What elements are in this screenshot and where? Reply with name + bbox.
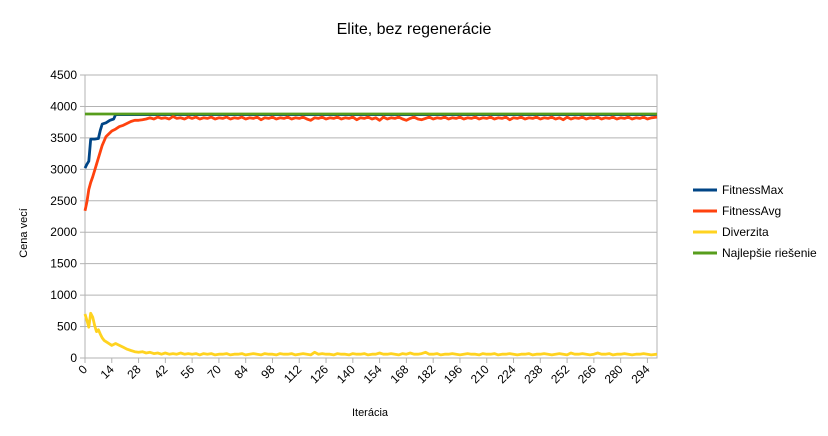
x-tick-label: 140 [334, 362, 358, 386]
series-line-fitnessavg [83, 115, 658, 212]
x-tick-label: 252 [548, 362, 572, 386]
series-line-diverzita [83, 311, 658, 357]
x-tick-label: 238 [521, 362, 545, 386]
y-axis-label: Cena vecí [18, 208, 30, 258]
x-tick-label: 280 [602, 362, 626, 386]
y-tick-label: 3500 [50, 131, 77, 145]
x-tick-label: 168 [387, 362, 411, 386]
x-tick-label: 224 [495, 362, 519, 386]
legend-label: Diverzita [722, 225, 769, 239]
y-tick-label: 2500 [50, 194, 77, 208]
series-group [83, 112, 658, 357]
x-tick-label: 98 [258, 362, 278, 382]
x-tick-label: 28 [124, 362, 144, 382]
chart-title: Elite, bez regenerácie [337, 21, 492, 38]
legend-label: Najlepšie riešenie [722, 246, 817, 260]
y-axis: 0 500 1000 1500 2000 2500 3000 3500 4000 4500 [50, 68, 85, 365]
legend-label: FitnessMax [722, 183, 783, 197]
y-tick-label: 2000 [50, 225, 77, 239]
x-tick-label: 84 [231, 362, 251, 382]
y-tick-label: 4500 [50, 68, 77, 82]
y-tick-label: 0 [70, 351, 77, 365]
x-tick-label: 70 [205, 362, 225, 382]
y-tick-label: 1000 [50, 288, 77, 302]
x-tick-label: 0 [75, 362, 90, 377]
x-axis-label: Iterácia [352, 407, 389, 419]
x-tick-label: 154 [361, 362, 385, 386]
x-tick-label: 56 [178, 362, 198, 382]
x-tick-label: 196 [441, 362, 465, 386]
x-tick-label: 182 [414, 362, 438, 386]
legend-label: FitnessAvg [722, 204, 781, 218]
x-tick-label: 42 [151, 362, 171, 382]
y-tick-label: 3000 [50, 162, 77, 176]
x-tick-label: 210 [468, 362, 492, 386]
y-tick-label: 4000 [50, 99, 77, 113]
x-tick-label: 112 [281, 362, 305, 386]
legend: FitnessMax FitnessAvg Diverzita Najlepšie r… [693, 183, 817, 260]
x-tick-label: 14 [98, 362, 118, 382]
x-tick-label: 294 [628, 362, 652, 386]
x-axis: 0 14 28 42 56 70 84 98 112 126 140 154 168 182 196 210 2… [75, 358, 653, 386]
plot-frame [84, 74, 658, 359]
x-tick-label: 266 [575, 362, 599, 386]
y-tick-label: 500 [57, 320, 77, 334]
y-tick-label: 1500 [50, 257, 77, 271]
series-line-fitnessmax [83, 113, 657, 169]
x-tick-label: 126 [307, 362, 331, 386]
